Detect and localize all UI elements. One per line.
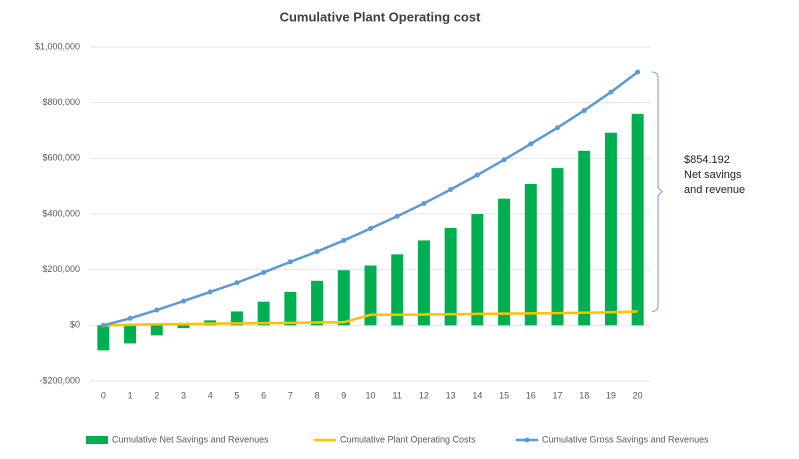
x-tick-label: 19 — [606, 390, 616, 400]
bar — [150, 325, 163, 336]
y-tick-label: $800,000 — [42, 97, 80, 107]
bar — [604, 132, 617, 326]
bar — [230, 311, 243, 326]
x-tick-label: 1 — [128, 390, 133, 400]
y-tick-label: $200,000 — [42, 264, 80, 274]
x-tick-label: 15 — [499, 390, 509, 400]
x-tick-label: 14 — [472, 390, 482, 400]
bar — [417, 240, 430, 326]
bar — [257, 301, 270, 326]
marker — [555, 125, 560, 131]
legend-swatch — [86, 436, 108, 444]
bar — [524, 183, 537, 326]
marker — [394, 213, 400, 219]
x-tick-label: 16 — [526, 390, 536, 400]
annotation: and revenue — [684, 184, 745, 196]
marker — [127, 315, 133, 321]
marker — [341, 237, 347, 243]
x-tick-label: 13 — [446, 390, 456, 400]
marker — [421, 200, 427, 206]
marker — [154, 307, 160, 313]
bar — [311, 280, 324, 326]
x-tick-label: 8 — [315, 390, 320, 400]
bar — [444, 227, 457, 326]
x-tick-label: 4 — [208, 390, 213, 400]
y-tick-label: $0 — [70, 320, 80, 330]
x-tick-label: 0 — [101, 390, 106, 400]
y-tick-label: $400,000 — [42, 208, 80, 218]
marker — [207, 289, 213, 295]
bracket — [651, 71, 663, 313]
bar — [631, 113, 644, 326]
marker — [100, 322, 106, 328]
x-tick-label: 11 — [393, 390, 402, 400]
x-tick-label: 20 — [633, 390, 643, 400]
marker — [261, 269, 267, 275]
chart-title: Cumulative Plant Operating cost — [280, 9, 481, 24]
marker — [635, 69, 641, 75]
marker — [581, 107, 587, 113]
bar — [391, 254, 404, 326]
marker — [234, 280, 240, 286]
bar — [471, 214, 484, 326]
marker — [608, 89, 614, 95]
marker — [314, 249, 320, 255]
x-tick-label: 18 — [579, 390, 589, 400]
marker — [287, 259, 293, 265]
annotation: Net savings — [684, 169, 742, 181]
legend-label: Cumulative Plant Operating Costs — [340, 434, 476, 444]
bar — [177, 325, 190, 329]
marker — [501, 157, 507, 163]
marker — [181, 298, 186, 304]
x-tick-label: 2 — [154, 390, 159, 400]
legend-label: Cumulative Gross Savings and Revenues — [542, 434, 709, 444]
x-tick-label: 3 — [181, 390, 186, 400]
x-tick-label: 6 — [261, 390, 266, 400]
x-tick-label: 7 — [288, 390, 293, 400]
x-tick-label: 5 — [234, 390, 239, 400]
x-tick-label: 10 — [365, 390, 375, 400]
bar — [337, 270, 350, 326]
y-tick-label: -$200,000 — [39, 375, 80, 385]
bar — [551, 168, 564, 326]
y-tick-label: $1,000,000 — [35, 41, 80, 51]
x-tick-label: 9 — [341, 390, 346, 400]
bar — [364, 265, 377, 326]
legend-label: Cumulative Net Savings and Revenues — [112, 434, 269, 444]
x-tick-label: 17 — [552, 390, 562, 400]
bar — [578, 150, 591, 326]
marker — [474, 172, 480, 178]
marker — [528, 141, 534, 147]
bar — [498, 198, 511, 326]
marker — [368, 225, 373, 231]
line — [103, 310, 638, 327]
bar — [284, 291, 297, 326]
annotation: $854.192 — [684, 154, 730, 166]
marker — [448, 187, 454, 193]
bar — [97, 325, 110, 351]
legend-marker — [524, 437, 530, 443]
y-tick-label: $600,000 — [42, 153, 80, 163]
bar — [124, 325, 137, 344]
x-tick-label: 12 — [419, 390, 429, 400]
